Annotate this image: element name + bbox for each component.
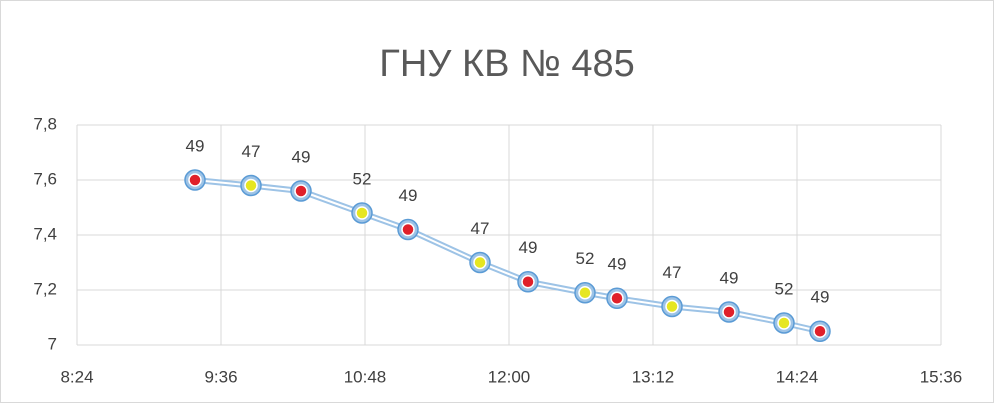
x-tick-label: 12:00 — [488, 367, 531, 386]
point-label: 52 — [576, 249, 595, 268]
marker — [397, 218, 419, 241]
marker-dot — [294, 184, 308, 198]
marker-dot — [401, 222, 415, 237]
marker — [184, 169, 206, 191]
marker — [517, 271, 539, 293]
plot — [184, 169, 831, 342]
marker-dot — [355, 206, 369, 220]
marker-dot — [722, 305, 736, 319]
x-tick-label: 13:12 — [632, 367, 675, 386]
point-label: 49 — [186, 136, 205, 155]
x-tick-label: 15:36 — [920, 367, 963, 386]
point-label: 49 — [811, 288, 830, 307]
marker-dot — [777, 316, 791, 330]
y-tick-label: 7,6 — [33, 169, 57, 188]
marker-dot — [578, 286, 592, 300]
x-tick-label: 10:48 — [344, 367, 387, 386]
grid — [76, 124, 942, 346]
marker-dot — [473, 255, 487, 270]
point-label: 47 — [242, 142, 261, 161]
point-label: 49 — [608, 255, 627, 274]
point-label: 49 — [519, 238, 538, 257]
marker — [606, 287, 628, 309]
y-tick-label: 7,2 — [33, 279, 57, 298]
x-tick-label: 9:36 — [204, 367, 237, 386]
point-label: 49 — [292, 147, 311, 166]
marker — [240, 174, 262, 197]
marker — [469, 251, 491, 274]
x-tick-label: 8:24 — [60, 367, 93, 386]
marker-dot — [813, 324, 827, 338]
marker — [661, 295, 683, 318]
x-tick-label: 14:24 — [776, 367, 819, 386]
marker — [574, 282, 596, 304]
point-label: 49 — [399, 186, 418, 205]
marker — [773, 312, 795, 334]
point-label: 47 — [471, 219, 490, 238]
marker — [718, 301, 740, 323]
marker-dot — [244, 178, 258, 193]
marker-dot — [665, 299, 679, 314]
y-tick-label: 7,8 — [33, 114, 57, 133]
marker-dot — [188, 173, 202, 187]
point-label: 47 — [663, 263, 682, 282]
chart-title: ГНУ КВ № 485 — [379, 43, 634, 85]
point-label: 52 — [353, 169, 372, 188]
marker-dot — [610, 291, 624, 305]
point-label: 52 — [775, 279, 794, 298]
marker-dot — [521, 275, 535, 289]
y-tick-label: 7,4 — [33, 224, 57, 243]
marker — [290, 180, 312, 202]
marker — [809, 320, 831, 342]
y-tick-label: 7 — [48, 334, 57, 353]
point-label: 49 — [720, 268, 739, 287]
marker — [351, 202, 373, 224]
